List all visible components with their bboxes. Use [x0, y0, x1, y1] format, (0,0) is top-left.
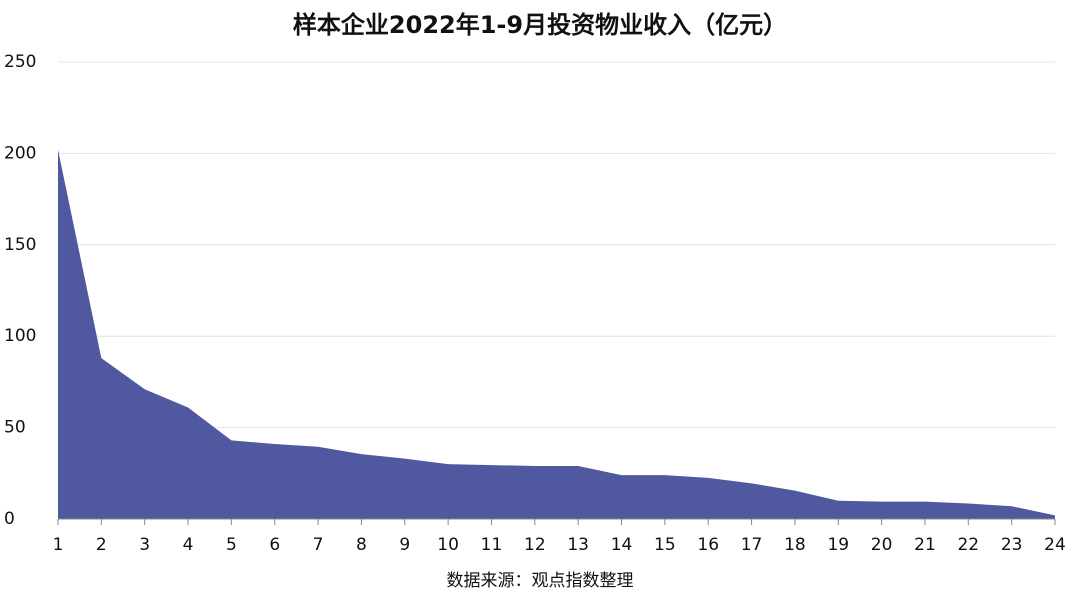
chart-title: 样本企业2022年1-9月投资物业收入（亿元）: [293, 11, 787, 39]
y-tick-label: 250: [4, 52, 36, 72]
x-tick-label: 19: [827, 535, 849, 555]
x-tick-label: 11: [481, 535, 503, 555]
x-tick-label: 3: [139, 535, 150, 555]
x-tick-label: 1: [53, 535, 64, 555]
x-tick-label: 16: [697, 535, 719, 555]
x-tick-label: 4: [183, 535, 194, 555]
x-tick-label: 18: [784, 535, 806, 555]
x-tick-label: 24: [1044, 535, 1066, 555]
y-tick-label: 0: [4, 509, 15, 529]
x-tick-label: 5: [226, 535, 237, 555]
x-tick-label: 23: [1001, 535, 1023, 555]
x-tick-label: 20: [871, 535, 893, 555]
x-tick-label: 12: [524, 535, 546, 555]
source-note: 数据来源：观点指数整理: [447, 571, 634, 591]
x-tick-label: 13: [567, 535, 589, 555]
y-tick-label: 150: [4, 235, 36, 255]
y-tick-label: 100: [4, 326, 36, 346]
y-tick-label: 200: [4, 143, 36, 163]
x-tick-label: 6: [269, 535, 280, 555]
x-tick-label: 21: [914, 535, 936, 555]
x-tick-label: 8: [356, 535, 367, 555]
x-tick-label: 2: [96, 535, 107, 555]
area: [58, 149, 1055, 519]
x-tick-label: 14: [611, 535, 633, 555]
x-tick-label: 17: [741, 535, 763, 555]
y-tick-label: 50: [4, 418, 26, 438]
x-tick-label: 22: [957, 535, 979, 555]
x-tick-label: 15: [654, 535, 676, 555]
x-tick-label: 7: [313, 535, 324, 555]
x-tick-label: 9: [399, 535, 410, 555]
x-tick-label: 10: [437, 535, 459, 555]
